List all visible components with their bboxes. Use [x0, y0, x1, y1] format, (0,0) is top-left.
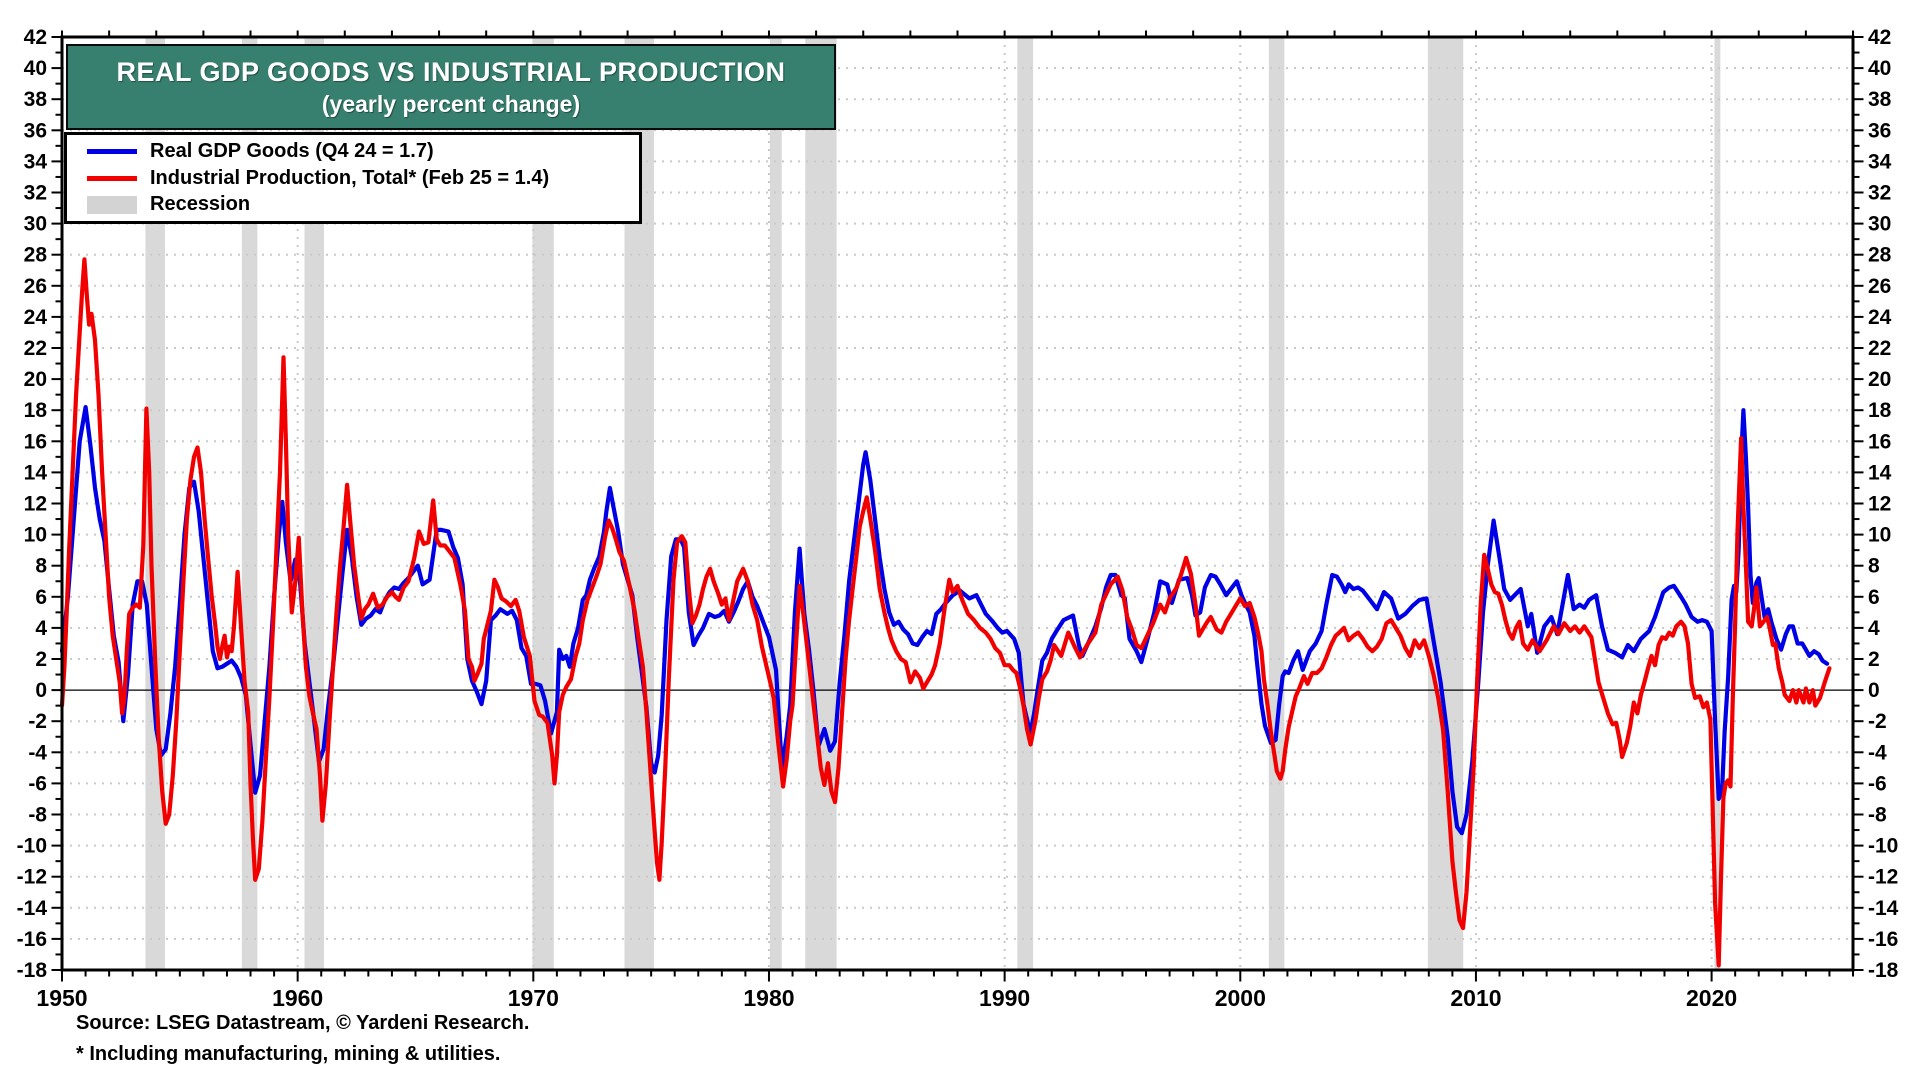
y-axis-tick-label: 28	[24, 244, 48, 267]
y-axis-tick-label: 26	[1868, 275, 1891, 298]
plot-frame	[60, 35, 1855, 972]
y-axis-tick-label: 26	[24, 275, 47, 298]
y-axis-tick-label: -4	[1868, 741, 1887, 764]
y-axis-tick-label: 32	[1868, 182, 1891, 205]
y-axis-tick-label: -18	[1868, 959, 1899, 982]
y-axis-tick-label: -10	[17, 835, 47, 858]
y-axis-tick-label: -14	[1868, 897, 1899, 920]
y-axis-tick-label: 6	[1868, 586, 1880, 609]
x-axis-tick-label: 1950	[36, 985, 87, 1011]
recession-swatch-icon	[87, 195, 137, 214]
footnote-text: * Including manufacturing, mining & util…	[76, 1043, 501, 1065]
y-axis-tick-label: 18	[1868, 399, 1892, 422]
y-axis-tick-label: 20	[24, 368, 47, 391]
y-axis-tick-label: 8	[1868, 555, 1880, 578]
y-axis-tick-label: 24	[1868, 306, 1892, 329]
legend-item-ip: Industrial Production, Total* (Feb 25 = …	[67, 165, 639, 192]
footer: Source: LSEG Datastream, © Yardeni Resea…	[76, 1008, 529, 1070]
y-axis-tick-label: 16	[1868, 430, 1891, 453]
x-axis-tick-label: 2020	[1686, 985, 1737, 1011]
y-axis-tick-label: 36	[24, 119, 47, 142]
legend-label-ip: Industrial Production, Total* (Feb 25 = …	[150, 166, 550, 189]
y-axis-tick-label: 2	[35, 648, 47, 671]
chart-title: REAL GDP GOODS VS INDUSTRIAL PRODUCTION	[116, 57, 786, 87]
y-axis-tick-label: -4	[28, 741, 47, 764]
ip-line-swatch-icon	[87, 175, 137, 181]
y-axis-tick-label: 6	[35, 586, 47, 609]
y-axis-tick-label: -6	[28, 772, 47, 795]
x-axis-tick-label: 1980	[743, 985, 794, 1011]
y-axis-tick-label: -8	[28, 804, 47, 827]
y-axis-tick-label: -8	[1868, 804, 1887, 827]
y-axis-tick-label: 4	[1868, 617, 1880, 640]
y-axis-tick-label: 24	[24, 306, 48, 329]
industrial-production-line	[59, 257, 1832, 968]
y-axis-tick-label: 18	[24, 399, 48, 422]
y-axis-tick-label: 4	[35, 617, 47, 640]
y-axis-tick-label: 8	[35, 555, 47, 578]
y-axis-tick-label: -18	[17, 959, 48, 982]
legend-item-recession: Recession	[67, 191, 639, 218]
recession-band	[1714, 37, 1721, 970]
y-axis-tick-label: 14	[24, 461, 48, 484]
y-axis-tick-label: 42	[24, 26, 47, 49]
y-axis-tick-label: 30	[24, 213, 47, 236]
y-axis-tick-label: 12	[24, 493, 47, 516]
gdp-goods-line	[59, 405, 1830, 836]
recession-band	[241, 37, 258, 970]
x-axis-tick-label: 2000	[1215, 985, 1266, 1011]
y-axis-tick-label: -2	[28, 710, 47, 733]
y-axis-tick-label: 36	[1868, 119, 1891, 142]
y-axis-tick-label: 16	[24, 430, 47, 453]
y-axis-tick-label: 0	[35, 679, 47, 702]
x-axis-tick-label: 1960	[272, 985, 323, 1011]
y-axis-tick-label: 34	[24, 150, 48, 173]
y-axis-tick-label: -10	[1868, 835, 1898, 858]
legend-label-recession: Recession	[150, 193, 251, 216]
legend-label-gdp: Real GDP Goods (Q4 24 = 1.7)	[150, 139, 434, 162]
y-axis-tick-label: 38	[1868, 88, 1892, 111]
y-axis-tick-label: -12	[17, 866, 47, 889]
y-axis-tick-label: 28	[1868, 244, 1892, 267]
y-axis-tick-label: 14	[1868, 461, 1892, 484]
y-axis-tick-label: 40	[1868, 57, 1891, 80]
y-axis-tick-label: 12	[1868, 493, 1891, 516]
x-axis-tick-label: 1970	[508, 985, 559, 1011]
legend: Real GDP Goods (Q4 24 = 1.7) Industrial …	[64, 132, 642, 224]
y-axis-tick-label: 32	[24, 182, 47, 205]
y-axis-tick-label: 30	[1868, 213, 1891, 236]
x-axis-tick-label: 2010	[1450, 985, 1501, 1011]
y-axis-tick-label: 38	[24, 88, 48, 111]
y-axis-tick-label: 40	[24, 57, 47, 80]
y-axis-tick-label: -6	[1868, 772, 1887, 795]
source-text: Source: LSEG Datastream, © Yardeni Resea…	[76, 1012, 530, 1034]
y-axis-tick-label: 0	[1868, 679, 1880, 702]
y-axis-tick-label: -16	[17, 928, 47, 951]
y-axis-tick-label: 10	[24, 524, 47, 547]
chart-title-box: REAL GDP GOODS VS INDUSTRIAL PRODUCTION …	[66, 44, 836, 130]
y-axis-tick-label: 10	[1868, 524, 1891, 547]
y-axis-tick-label: 20	[1868, 368, 1891, 391]
legend-item-gdp: Real GDP Goods (Q4 24 = 1.7)	[67, 138, 639, 165]
y-axis-tick-label: 34	[1868, 150, 1892, 173]
x-axis-tick-label: 1990	[979, 985, 1030, 1011]
y-axis-tick-label: 2	[1868, 648, 1880, 671]
y-axis-tick-label: -16	[1868, 928, 1898, 951]
y-axis-tick-label: -2	[1868, 710, 1887, 733]
y-axis-tick-label: -12	[1868, 866, 1898, 889]
gdp-line-swatch-icon	[87, 148, 137, 154]
chart-subtitle: (yearly percent change)	[321, 91, 581, 117]
y-axis-tick-label: 42	[1868, 26, 1891, 49]
y-axis-tick-label: 22	[1868, 337, 1891, 360]
y-axis-tick-label: -14	[17, 897, 48, 920]
y-axis-tick-label: 22	[24, 337, 47, 360]
